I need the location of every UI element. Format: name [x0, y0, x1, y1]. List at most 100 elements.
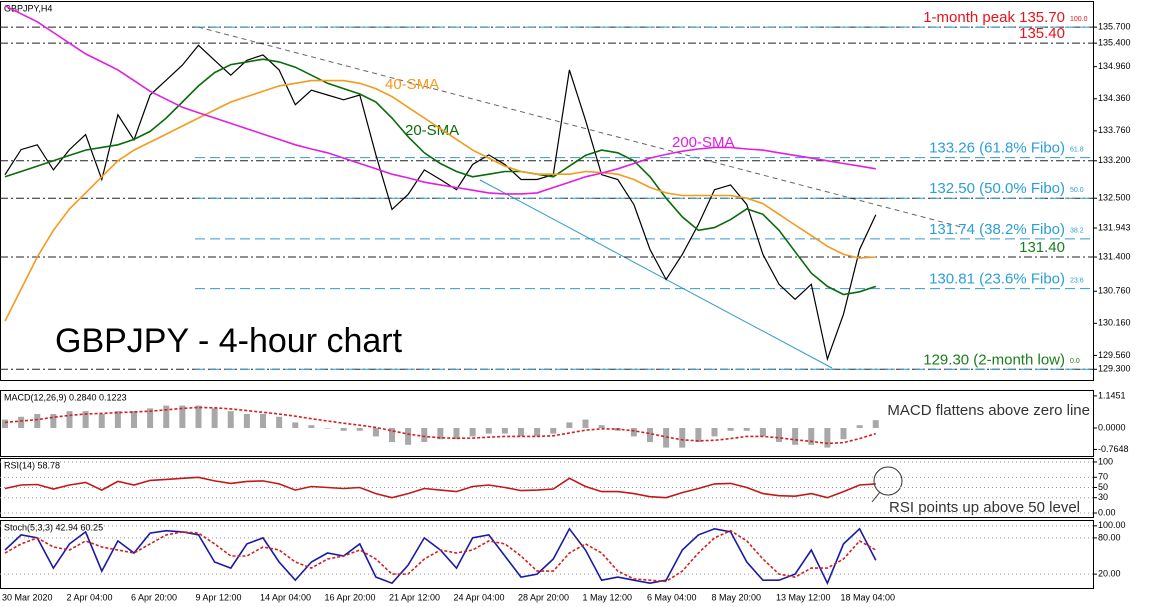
- series-line: [4, 44, 877, 362]
- y-tick-label: 130.760: [1098, 286, 1131, 296]
- x-tick-label: 9 Apr 12:00: [196, 592, 242, 602]
- histogram-bar: [518, 427, 524, 437]
- y-tick-label: 30: [1098, 492, 1108, 502]
- y-tick-label: 131.400: [1098, 251, 1131, 261]
- histogram-bar: [147, 408, 154, 428]
- histogram-bar: [211, 408, 218, 428]
- histogram-bar: [550, 427, 557, 434]
- histogram-bar: [2, 419, 8, 428]
- histogram-bar: [372, 427, 379, 437]
- histogram-bar: [872, 420, 879, 428]
- panel-title: GBPJPY,H4: [4, 3, 52, 13]
- histogram-bar: [437, 427, 444, 440]
- y-tick-label: 132.500: [1098, 193, 1131, 203]
- histogram-bar: [759, 427, 766, 437]
- y-tick-label: 80.00: [1098, 532, 1121, 542]
- x-tick-label: 13 May 12:00: [776, 592, 831, 602]
- y-tick-label: 20.00: [1098, 568, 1121, 578]
- pointer: [871, 491, 881, 503]
- histogram-bar: [66, 411, 73, 428]
- histogram-bar: [292, 422, 299, 428]
- x-tick-label: 6 May 04:00: [647, 592, 697, 602]
- histogram-bar: [195, 405, 202, 428]
- fibo-tag: 50.0: [1070, 187, 1084, 194]
- y-tick-label: 0.0000: [1098, 422, 1126, 432]
- histogram-bar: [114, 411, 121, 428]
- histogram-bar: [405, 427, 412, 445]
- level-label: 129.30 (2-month low): [923, 351, 1065, 368]
- histogram-bar: [276, 416, 283, 428]
- y-tick-label: -0.7648: [1098, 444, 1129, 454]
- histogram-bar: [534, 427, 541, 437]
- x-tick-label: 21 Apr 12:00: [389, 592, 440, 602]
- histogram-bar: [163, 405, 170, 428]
- y-tick-label: 0.00: [1098, 507, 1116, 517]
- x-tick-label: 6 Apr 20:00: [131, 592, 177, 602]
- y-tick-label: 70: [1098, 472, 1108, 482]
- fibo-tag: 0.0: [1070, 358, 1080, 365]
- x-tick-label: 30 Mar 2020: [2, 592, 53, 602]
- panel-title: RSI(14) 58.78: [4, 460, 60, 470]
- y-tick-label: 131.943: [1098, 222, 1131, 232]
- panel-title: MACD(12,26,9) 0.2840 0.1223: [4, 392, 127, 402]
- histogram-bar: [421, 427, 428, 442]
- y-tick-label: 135.700: [1098, 22, 1131, 32]
- y-tick-label: 134.360: [1098, 93, 1131, 103]
- histogram-bar: [663, 427, 670, 448]
- histogram-bar: [566, 422, 573, 428]
- x-tick-label: 2 Apr 04:00: [67, 592, 113, 602]
- x-tick-label: 18 May 04:00: [841, 592, 896, 602]
- y-tick-label: 1.1451: [1098, 390, 1126, 400]
- y-tick-label: 135.400: [1098, 38, 1131, 48]
- histogram-bar: [260, 413, 266, 428]
- level-label: 1-month peak 135.70: [923, 9, 1065, 26]
- y-tick-label: 100.00: [1098, 520, 1126, 530]
- x-tick-label: 8 May 20:00: [712, 592, 762, 602]
- y-tick-label: 50: [1098, 482, 1108, 492]
- histogram-bar: [50, 413, 57, 428]
- trend-line: [197, 26, 966, 229]
- histogram-bar: [389, 427, 395, 442]
- histogram-bar: [82, 411, 89, 428]
- series-line: [4, 476, 876, 499]
- fibo-tag: 38.2: [1070, 228, 1084, 235]
- annotation: RSI points up above 50 level: [889, 499, 1080, 516]
- histogram-bar: [131, 411, 137, 428]
- histogram-bar: [324, 427, 331, 429]
- histogram-bar: [776, 427, 782, 442]
- sma-label: 20-SMA: [405, 122, 459, 139]
- histogram-bar: [340, 427, 347, 431]
- histogram-bar: [34, 413, 41, 428]
- series-line: [4, 58, 877, 296]
- series-line: [4, 4, 876, 195]
- series-line: [4, 406, 877, 445]
- fibo-tag: 23.6: [1070, 277, 1084, 284]
- histogram-bar: [856, 425, 863, 428]
- histogram-bar: [98, 413, 105, 428]
- level-label: 130.81 (23.6% Fibo): [929, 271, 1065, 288]
- y-tick-label: 129.560: [1098, 350, 1131, 360]
- y-tick-label: 133.200: [1098, 155, 1131, 165]
- fibo-tag: 100.0: [1070, 16, 1088, 23]
- y-tick-label: 134.960: [1098, 61, 1131, 71]
- y-tick-label: 129.300: [1098, 364, 1131, 374]
- histogram-bar: [453, 427, 460, 440]
- sma-label: 40-SMA: [385, 76, 439, 93]
- x-tick-label: 16 Apr 20:00: [325, 592, 376, 602]
- panel-title: Stoch(5,3,3) 42.94 60.25: [4, 522, 103, 532]
- highlight-circle: [873, 466, 903, 496]
- panel: [0, 520, 1094, 589]
- histogram-bar: [356, 427, 363, 431]
- histogram-bar: [792, 427, 799, 445]
- histogram-bar: [840, 427, 847, 440]
- histogram-bar: [727, 427, 734, 431]
- y-tick-label: 130.160: [1098, 318, 1131, 328]
- histogram-bar: [695, 427, 702, 442]
- fibo-tag: 61.8: [1070, 146, 1084, 153]
- histogram-bar: [227, 411, 234, 428]
- level-label: 131.40: [1019, 239, 1065, 256]
- chart-label: GBPJPY - 4-hour chart: [55, 322, 403, 360]
- histogram-bar: [743, 427, 750, 431]
